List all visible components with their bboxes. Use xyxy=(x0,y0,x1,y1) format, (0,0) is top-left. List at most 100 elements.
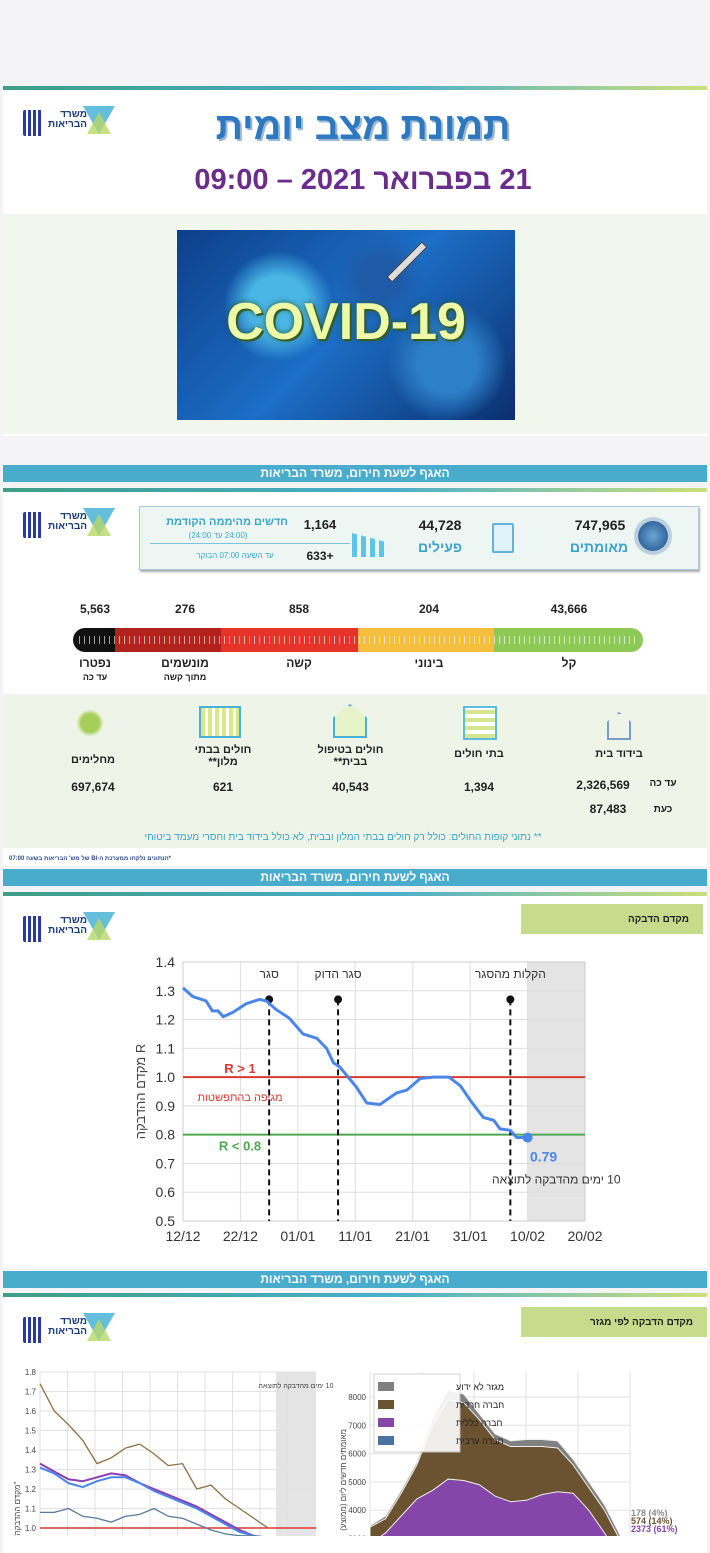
r-chart: 12/12 22/12 01/01 11/01 21/01 31/01 10/02 20/02… xyxy=(133,954,621,1244)
y-tick-label: 1.0 xyxy=(156,1069,176,1085)
legend-label: חברה חרדית xyxy=(456,1400,504,1410)
legend-label: חברה ערבית xyxy=(456,1436,504,1446)
event-marker xyxy=(334,995,343,1004)
x-tick-label: 21/01 xyxy=(395,1228,430,1244)
ministry-logo: משרד הבריאות xyxy=(23,912,123,948)
slide-tag: מקדם הדבקה לפי מגזר xyxy=(521,1307,707,1337)
y-tick-label: 0.7 xyxy=(156,1155,176,1171)
sector-charts: 1.0 1.1 1.2 1.3 1.4 1.5 1.6 1.7 1.8 "מקדם ההדבקה"… xyxy=(13,1368,678,1537)
end-label: 2373 (61%) xyxy=(631,1524,678,1534)
x-tick-label: 20/02 xyxy=(567,1228,602,1244)
severity-sublabel: מתוך קשה xyxy=(163,672,207,682)
confirmed-value: 747,965 xyxy=(574,517,626,533)
x-tick-label: 31/01 xyxy=(453,1228,488,1244)
severity-value: 858 xyxy=(288,602,310,616)
end-label: 574 (14%) xyxy=(631,1516,673,1526)
sector-line xyxy=(39,1383,269,1529)
severity-bar xyxy=(73,628,643,652)
source-note: *הנתונים נלקחו ממערכת ה-BI של מש' הבריאו… xyxy=(9,856,171,862)
new-label: חדשים מהיממה הקודמת xyxy=(166,516,288,528)
y-axis-label: מקדם ההדבקה R xyxy=(133,1044,148,1139)
slide-tag: מקדם הדבקה xyxy=(521,904,703,934)
x-tick-label: 11/01 xyxy=(338,1228,372,1244)
threshold-label: R > 1 xyxy=(224,1061,255,1076)
isolation-total-value: 2,326,569 xyxy=(576,778,630,792)
forecast-shaded-region xyxy=(276,1372,316,1536)
severity-sublabel: עד כה xyxy=(82,672,108,682)
syringe-icon xyxy=(386,241,428,283)
end-label: 178 (4%) xyxy=(631,1508,668,1518)
y-tick-label: 1.8 xyxy=(25,1368,37,1377)
threshold-sublabel: מגיפה בהתפשטות xyxy=(197,1092,282,1104)
y-axis-label: "מקדם ההדבקה" xyxy=(13,1482,22,1536)
house-isolation-icon xyxy=(607,712,631,740)
locations-panel: מחלימים חולים בבתי מלון** חולים בטיפול ב… xyxy=(3,694,707,848)
severity-value: 204 xyxy=(418,602,440,616)
x-tick-label: 10/02 xyxy=(510,1228,545,1244)
y-tick-label: 1.1 xyxy=(25,1505,37,1514)
legend-label: מגזר לא ידוע xyxy=(456,1382,504,1392)
y-tick-label: 1.6 xyxy=(25,1407,37,1416)
event-label: הקלות מהסגר xyxy=(475,967,546,981)
summary-box: 747,965 מאומתים 44,728 פעילים 1,164 חדשי… xyxy=(139,506,699,570)
legend-swatch xyxy=(378,1436,394,1445)
covid-banner-image: COVID-19 xyxy=(177,230,515,420)
virus-icon xyxy=(638,521,668,551)
sector-line xyxy=(39,1466,263,1536)
y-tick-label: 5000 xyxy=(348,1478,366,1487)
x-tick-label: 12/12 xyxy=(165,1228,200,1244)
isolation-label: בידוד בית xyxy=(595,748,643,760)
event-label: סגר xyxy=(259,967,278,981)
severity-value: 43,666 xyxy=(550,602,588,616)
y-tick-label: 8000 xyxy=(348,1393,366,1402)
event-label: סגר הדוק xyxy=(314,967,361,981)
y-tick-label: 1.4 xyxy=(25,1446,37,1455)
legend-swatch xyxy=(378,1400,394,1409)
severity-label: נפטרו xyxy=(79,656,111,670)
y-tick-label: 1.5 xyxy=(25,1427,37,1436)
recovered-label: מחלימים xyxy=(70,754,116,766)
last-value-marker xyxy=(522,1132,533,1143)
sector-line xyxy=(40,1507,261,1536)
divider xyxy=(150,543,350,544)
clipboard-icon xyxy=(492,523,514,553)
shaded-label: 10 ימים מהדבקה לתוצאה xyxy=(259,1382,334,1390)
threshold-label: R < 0.8 xyxy=(219,1139,261,1154)
legend-swatch xyxy=(378,1418,394,1427)
severity-label: קל xyxy=(561,656,577,670)
hotel-value: 621 xyxy=(212,780,234,794)
y-tick-label: 1.1 xyxy=(156,1040,176,1056)
plot-frame xyxy=(182,961,586,1222)
today-label: עד השעה 07:00 הבוקר xyxy=(196,551,274,560)
sector-line xyxy=(39,1462,263,1536)
page-date: 21 בפברואר 2021 – 09:00 xyxy=(194,164,532,196)
active-label: פעילים xyxy=(417,539,463,555)
new-sublabel: (24:00 עד 24:00) xyxy=(188,531,248,540)
y-tick-label: 1.7 xyxy=(25,1388,37,1397)
last-value-label: 0.79 xyxy=(530,1149,557,1165)
title-slide: משרד הבריאות תמונת מצב יומית 21 בפברואר … xyxy=(3,86,707,436)
y-tick-label: 3000 xyxy=(348,1535,366,1537)
forecast-shaded-region xyxy=(527,962,585,1221)
banner-text: COVID-19 xyxy=(226,293,466,351)
today-value: 633+ xyxy=(306,549,334,563)
y-tick-label: 1.2 xyxy=(25,1485,37,1494)
so-far-label: עד כה xyxy=(649,778,677,789)
home-care-value: 40,543 xyxy=(332,780,369,794)
severity-value: 276 xyxy=(174,602,196,616)
footnote: ** נתוני קופות החולים: כולל רק חולים בבת… xyxy=(144,832,542,843)
y-tick-label: 0.5 xyxy=(156,1213,176,1229)
y-tick-label: 1.3 xyxy=(25,1466,37,1475)
y-tick-label: 1.3 xyxy=(156,983,176,999)
severity-label: קשה xyxy=(286,656,312,670)
page-title: תמונת מצב יומית xyxy=(215,106,511,148)
hotel-label: חולים בבתי מלון** xyxy=(194,744,252,768)
stacked-area xyxy=(380,1478,608,1536)
y-tick-label: 0.9 xyxy=(156,1098,176,1114)
recovered-value: 697,674 xyxy=(71,780,115,794)
legend-label: חברה כללית xyxy=(456,1418,502,1428)
y-tick-label: 7000 xyxy=(348,1421,366,1430)
recovered-tree-icon xyxy=(75,706,105,740)
r-series-line xyxy=(182,986,528,1140)
y-tick-label: 1.0 xyxy=(25,1524,37,1533)
